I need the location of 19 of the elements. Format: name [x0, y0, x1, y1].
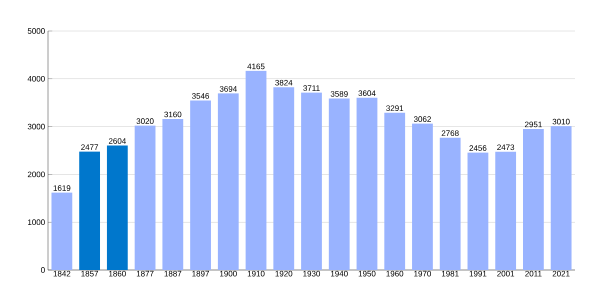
bar	[134, 126, 156, 270]
bar	[522, 128, 544, 270]
bar	[550, 126, 572, 270]
bar	[328, 98, 350, 270]
bar	[412, 124, 433, 270]
bar	[384, 112, 406, 270]
bar	[273, 87, 294, 270]
bar	[106, 146, 128, 270]
bar	[190, 100, 211, 270]
bar	[495, 152, 516, 270]
bar	[79, 152, 100, 270]
bar	[162, 118, 184, 270]
bar	[356, 98, 378, 270]
bar	[468, 152, 488, 270]
bar	[218, 93, 239, 270]
bar	[51, 192, 72, 270]
bar	[440, 138, 461, 270]
bar	[301, 92, 322, 270]
bar	[246, 70, 266, 270]
